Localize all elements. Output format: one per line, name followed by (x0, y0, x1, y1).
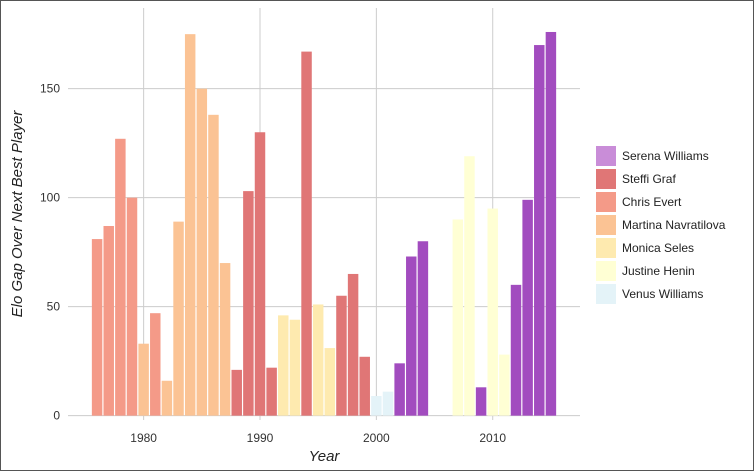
bar-layer (91, 31, 557, 416)
y-tick-label: 0 (53, 409, 60, 423)
legend-label-venus-williams: Venus Williams (622, 287, 703, 301)
bar-justine-henin-2008 (464, 156, 475, 416)
bar-serena-williams-2013 (522, 199, 533, 416)
legend-label-steffi-graf: Steffi Graf (622, 172, 676, 186)
legend-label-serena-williams: Serena Williams (622, 149, 709, 163)
bar-justine-henin-2007 (452, 219, 464, 416)
bar-martina-navratilova-1980 (138, 343, 149, 416)
bar-justine-henin-2011 (499, 354, 510, 416)
legend-swatch-chris-evert (596, 192, 616, 212)
legend-label-martina-navratilova: Martina Navratilova (622, 218, 726, 232)
bar-steffi-graf-1994 (301, 51, 312, 416)
bar-venus-williams-2000 (371, 396, 382, 416)
x-tick-label: 1990 (247, 431, 274, 445)
bar-serena-williams-2004 (417, 241, 429, 416)
bar-chris-evert-1979 (126, 197, 138, 416)
bar-steffi-graf-1991 (266, 367, 277, 416)
x-tick-label: 2010 (479, 431, 506, 445)
legend: Serena Williams Steffi Graf Chris Evert Mar… (596, 146, 726, 304)
legend-swatch-steffi-graf (596, 169, 616, 189)
bar-martina-navratilova-1983 (173, 221, 184, 416)
legend-swatch-martina-navratilova (596, 215, 616, 235)
bar-steffi-graf-1999 (359, 356, 370, 416)
legend-label-monica-seles: Monica Seles (622, 241, 694, 255)
bar-chris-evert-1977 (103, 225, 114, 416)
bar-monica-seles-1992 (278, 315, 289, 416)
bar-serena-williams-2009 (475, 387, 487, 416)
bar-serena-williams-2014 (534, 45, 545, 416)
bar-steffi-graf-1998 (347, 273, 359, 416)
bar-serena-williams-2003 (406, 256, 417, 416)
bar-steffi-graf-1988 (231, 369, 242, 416)
bar-serena-williams-2012 (510, 284, 522, 416)
y-tick-label: 100 (40, 191, 60, 205)
bar-chris-evert-1978 (115, 138, 126, 416)
bar-monica-seles-1993 (289, 319, 301, 416)
x-tick-label: 1980 (130, 431, 157, 445)
bar-steffi-graf-1990 (254, 132, 266, 416)
bar-martina-navratilova-1987 (219, 263, 231, 416)
bar-martina-navratilova-1986 (208, 114, 219, 416)
legend-label-justine-henin: Justine Henin (622, 264, 695, 278)
y-tick-label: 150 (40, 82, 60, 96)
bar-chris-evert-1981 (150, 313, 161, 416)
bar-martina-navratilova-1982 (161, 380, 173, 416)
x-tick-label: 2000 (363, 431, 390, 445)
x-axis-title: Year (309, 448, 341, 465)
legend-swatch-serena-williams (596, 146, 616, 166)
legend-label-chris-evert: Chris Evert (622, 195, 682, 209)
bar-martina-navratilova-1985 (196, 88, 208, 416)
bar-serena-williams-2002 (394, 363, 405, 416)
bar-steffi-graf-1997 (336, 295, 347, 416)
bar-martina-navratilova-1984 (184, 34, 196, 416)
y-axis-title: Elo Gap Over Next Best Player (9, 110, 26, 318)
bar-justine-henin-2010 (487, 208, 498, 416)
legend-swatch-justine-henin (596, 261, 616, 281)
y-tick-labels: 0 50 100 150 (40, 82, 60, 423)
bar-monica-seles-1996 (324, 348, 336, 416)
bar-venus-williams-2001 (382, 391, 394, 416)
bar-steffi-graf-1989 (243, 191, 254, 416)
legend-swatch-venus-williams (596, 284, 616, 304)
x-tick-labels: 1980 1990 2000 2010 (130, 431, 506, 445)
bar-serena-williams-2015 (545, 31, 557, 416)
legend-swatch-monica-seles (596, 238, 616, 258)
y-tick-label: 50 (47, 300, 61, 314)
bar-chris-evert-1976 (91, 239, 103, 416)
bar-monica-seles-1995 (312, 304, 324, 416)
